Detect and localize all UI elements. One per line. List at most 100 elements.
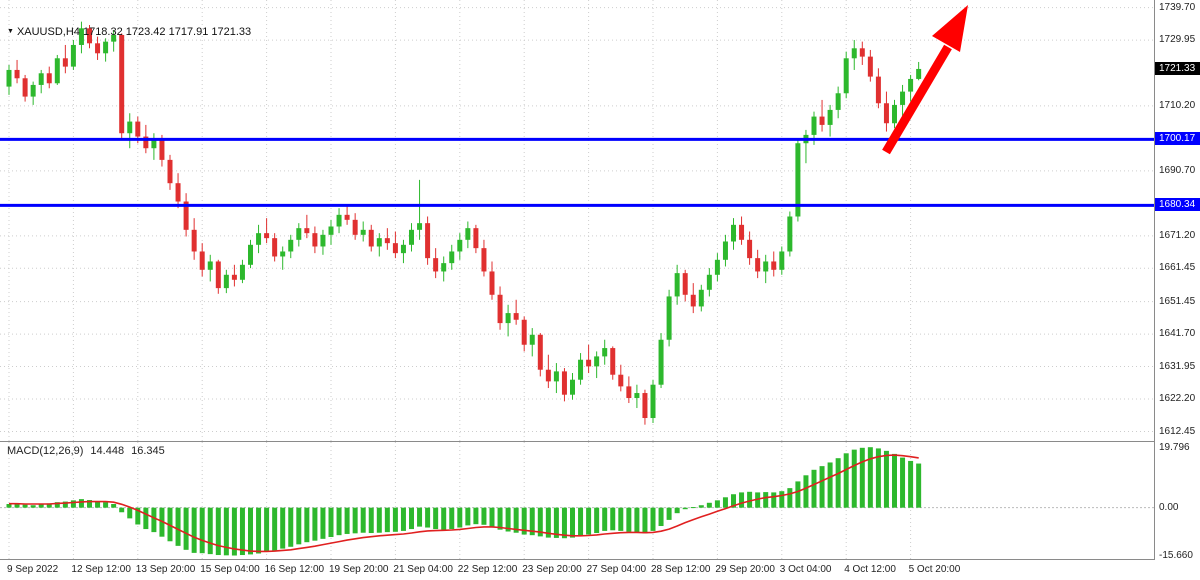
macd-histogram-bar — [441, 507, 447, 530]
candle-body — [819, 116, 825, 125]
time-axis-label: 3 Oct 04:00 — [779, 564, 832, 575]
candle-body — [87, 28, 92, 44]
candle-body — [851, 48, 857, 59]
macd-histogram-bar — [70, 500, 76, 508]
candle-body — [312, 233, 318, 247]
candle-body — [22, 78, 28, 97]
candle-body — [135, 121, 141, 137]
macd-histogram-bar — [167, 507, 173, 542]
candle-body — [698, 289, 704, 307]
macd-histogram-bar — [473, 507, 479, 525]
candle-body — [892, 104, 897, 124]
macd-histogram-bar — [183, 507, 189, 550]
candle-body — [46, 73, 52, 84]
macd-histogram-bar — [771, 492, 777, 508]
macd-indicator-axis[interactable]: 19.796 0.00 -15.660 — [1154, 442, 1200, 561]
candle-body — [280, 251, 286, 257]
candle-body — [634, 393, 640, 399]
candle-body — [578, 359, 584, 380]
macd-histogram-bar — [650, 507, 656, 531]
candle-body — [642, 393, 648, 419]
macd-histogram-bar — [819, 466, 825, 508]
trend-arrow-head[interactable] — [932, 5, 968, 52]
macd-histogram-bar — [191, 507, 197, 553]
candle-body — [449, 251, 455, 264]
price-axis-label: 1739.70 — [1159, 1, 1196, 13]
price-axis[interactable]: 1739.70 1729.95 1710.20 1690.70 1671.20 1661.… — [1154, 0, 1200, 442]
price-axis-label: 1631.95 — [1159, 360, 1196, 372]
macd-histogram-bar — [433, 507, 439, 530]
candle-body — [239, 264, 245, 280]
candle-body — [417, 223, 423, 230]
macd-histogram-bar — [859, 447, 865, 508]
macd-histogram-bar — [336, 507, 342, 536]
candle-body — [610, 348, 616, 375]
macd-histogram-bar — [368, 507, 374, 534]
macd-histogram-bar — [594, 507, 600, 534]
candle-body — [626, 386, 632, 399]
candle-body — [513, 313, 519, 320]
candle-body — [103, 41, 109, 54]
candle-body — [344, 214, 350, 220]
macd-histogram-bar — [682, 507, 688, 510]
macd-histogram-bar — [223, 507, 229, 556]
candle-body — [795, 143, 801, 217]
candle-body — [62, 58, 68, 67]
macd-histogram-bar — [867, 447, 873, 508]
macd-histogram-bar — [698, 505, 704, 508]
time-axis-label: 21 Sep 04:00 — [393, 564, 453, 575]
candle-body — [545, 369, 551, 382]
time-axis-label: 12 Sep 12:00 — [71, 564, 131, 575]
time-axis-label: 28 Sep 12:00 — [651, 564, 711, 575]
trend-arrow-shaft[interactable] — [882, 44, 952, 155]
candle-body — [272, 238, 278, 257]
macd-histogram-bar — [722, 497, 728, 508]
macd-histogram-bar — [747, 491, 753, 508]
candle-body — [722, 241, 728, 260]
candle-body — [191, 229, 197, 252]
time-axis-label: 22 Sep 12:00 — [457, 564, 518, 575]
candle-body — [481, 248, 487, 272]
candle-body — [384, 238, 390, 244]
macd-histogram-bar — [95, 501, 101, 508]
macd-histogram-bar — [835, 458, 841, 508]
macd-axis-label: 0.00 — [1159, 501, 1179, 513]
candle-body — [489, 271, 495, 295]
candle-body — [14, 69, 20, 79]
macd-panel[interactable]: MACD(12,26,9) 14.448 16.345 — [0, 442, 1154, 560]
macd-histogram-bar — [425, 507, 431, 528]
level-price-badge: 1700.17 — [1155, 132, 1200, 146]
candle-body — [859, 48, 865, 57]
price-axis-label: 1710.20 — [1159, 99, 1196, 111]
candle-body — [867, 56, 873, 77]
macd-histogram-bar — [449, 507, 455, 530]
macd-histogram-bar — [38, 504, 44, 508]
candle-body — [900, 91, 906, 105]
macd-histogram-bar — [843, 453, 849, 508]
time-axis[interactable]: 9 Sep 2022 12 Sep 12:00 13 Sep 20:00 15 Sep… — [0, 560, 1200, 580]
candle-body — [441, 263, 447, 272]
price-chart-panel[interactable]: ▼ XAUUSD,H4 1718.32 1723.42 1717.91 1721.… — [0, 0, 1154, 442]
time-axis-label: 4 Oct 12:00 — [844, 564, 896, 575]
macd-chart[interactable] — [0, 442, 1154, 559]
macd-histogram-bar — [779, 491, 785, 508]
candle-body — [739, 224, 745, 240]
macd-histogram-bar — [239, 507, 245, 556]
macd-histogram-bar — [465, 507, 471, 526]
candle-body — [650, 384, 656, 419]
macd-histogram-bar — [827, 462, 833, 508]
macd-histogram-bar — [545, 507, 551, 538]
macd-histogram-bar — [272, 507, 278, 551]
candlestick-chart[interactable] — [0, 0, 1154, 441]
macd-histogram-bar — [642, 507, 648, 534]
macd-histogram-bar — [328, 507, 334, 538]
candle-body — [78, 28, 84, 45]
level-price-badge: 1680.34 — [1155, 198, 1200, 212]
candle-body — [561, 371, 567, 395]
price-axis-label: 1641.70 — [1159, 328, 1196, 340]
macd-histogram-bar — [376, 507, 382, 533]
symbol-ohlc-text: XAUUSD,H4 1718.32 1723.42 1717.91 1721.3… — [16, 26, 252, 38]
macd-histogram-bar — [215, 507, 221, 556]
macd-histogram-bar — [731, 494, 736, 508]
macd-histogram-bar — [304, 507, 310, 543]
